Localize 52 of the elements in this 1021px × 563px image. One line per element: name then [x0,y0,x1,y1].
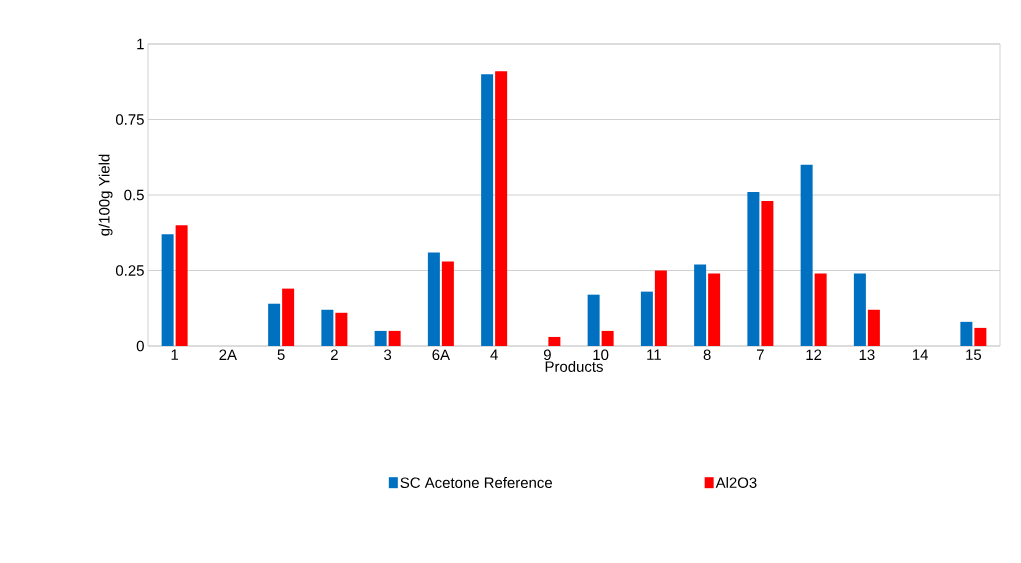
x-tick-label: 14 [912,349,929,360]
y-tick-label: 0.5 [124,189,144,201]
bar [175,225,188,346]
x-tick-label: 9 [543,349,551,361]
x-tick-label: 6A [432,349,450,361]
bar [495,71,508,346]
bar [161,234,174,346]
legend-label: SC Acetone Reference [400,477,552,488]
x-tick-label: 10 [593,349,609,361]
x-tick-label: 8 [703,349,711,361]
x-tick-label: 4 [490,349,498,360]
bar [694,264,707,346]
bar [282,288,295,346]
y-axis-title: g/100g Yield [98,154,113,236]
bar [548,336,561,346]
bar [853,273,866,346]
bar [800,164,813,346]
bar [427,252,440,346]
bar [374,330,387,346]
bar [601,330,614,346]
x-tick-label: 2 [330,349,338,360]
bar [867,309,880,346]
x-tick-label: 12 [806,349,822,360]
bar [268,303,281,346]
x-tick-label: 2A [219,349,237,360]
bar [747,191,760,346]
bar [761,201,774,346]
bar [335,312,348,346]
bar [640,291,653,346]
bar [814,273,827,346]
bar [974,327,987,346]
y-tick-label: 1 [137,38,144,50]
x-tick-label: 1 [171,349,179,360]
bar [960,321,973,346]
bar [481,74,494,346]
x-tick-label: 3 [384,349,392,361]
x-tick-label: 13 [859,349,875,361]
y-tick-label: 0.75 [115,114,144,125]
bar [708,273,721,346]
bar [441,261,454,346]
y-tick-label: 0.25 [115,265,144,276]
x-tick-label: 5 [277,349,285,360]
bar [388,330,401,346]
legend-label: Al2O3 [715,477,757,488]
x-tick-label: 7 [756,349,764,360]
bar [587,294,600,346]
bar [321,309,334,346]
bar [654,270,667,346]
x-tick-label: 11 [647,349,661,360]
y-tick-label: 0 [136,340,144,352]
x-tick-label: 15 [966,349,982,360]
x-axis-title: Products [545,360,603,372]
